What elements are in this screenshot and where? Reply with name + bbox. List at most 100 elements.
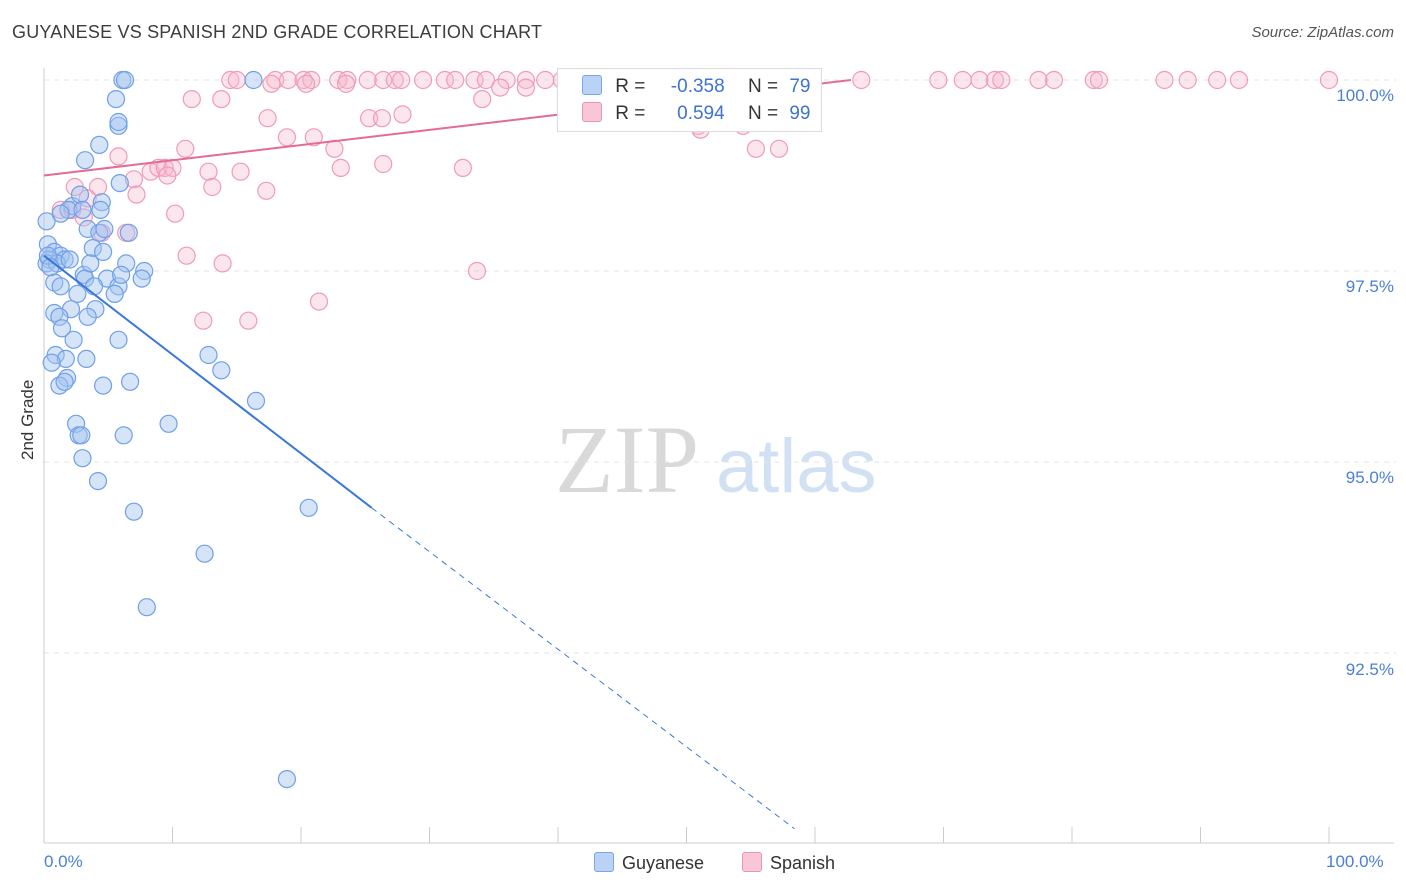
guyanese-point — [83, 239, 102, 258]
spanish-point — [309, 292, 329, 311]
guyanese-legend-swatch — [594, 852, 614, 872]
spanish-point — [1089, 70, 1109, 90]
spanish-point — [258, 109, 277, 128]
legend-item-guyanese[interactable]: Guyanese — [594, 852, 704, 874]
guyanese-point — [95, 219, 114, 239]
spanish-point — [953, 70, 972, 90]
guyanese-point — [111, 265, 131, 284]
guyanese-point — [91, 200, 110, 219]
spanish-point — [746, 139, 766, 158]
spanish-point — [182, 89, 201, 109]
guyanese-point — [277, 769, 296, 789]
guyanese-trend-line — [43, 254, 373, 509]
spanish-point — [372, 109, 392, 128]
guyanese-point — [119, 223, 138, 242]
guyanese-point — [81, 254, 100, 273]
spanish-point — [74, 208, 93, 227]
spanish-point — [239, 311, 258, 330]
spanish-point — [227, 70, 246, 90]
guyanese-point — [64, 330, 83, 349]
spanish-point — [231, 162, 250, 181]
y-tick-label-97-5: 97.5% — [1345, 277, 1394, 296]
spanish-point — [124, 170, 143, 189]
spanish-point — [516, 70, 536, 90]
spanish-point — [992, 70, 1011, 90]
guyanese-point — [72, 426, 91, 445]
guyanese-point — [109, 330, 128, 349]
guyanese-point — [110, 174, 129, 193]
spanish-point — [852, 70, 871, 90]
spanish-point — [212, 89, 231, 109]
correlation-legend: R = -0.358 N = 79 R = 0.594 N = 99 — [557, 68, 822, 132]
spanish-point — [467, 261, 487, 281]
guyanese-point — [90, 135, 109, 154]
y-tick-label-100: 100.0% — [1336, 86, 1394, 105]
y-tick-label-95: 95.0% — [1345, 468, 1394, 487]
guyanese-point — [117, 254, 136, 273]
axes — [43, 68, 1394, 844]
spanish-point — [331, 158, 350, 177]
guyanese-point — [199, 345, 218, 365]
spanish-point — [435, 70, 454, 90]
guyanese-point — [73, 449, 92, 468]
guyanese-point — [38, 246, 58, 265]
spanish-point — [1208, 70, 1227, 90]
spanish-r-label: R = — [615, 103, 646, 124]
guyanese-point — [106, 89, 126, 109]
spanish-point — [158, 166, 177, 185]
guyanese-n-value: 79 — [789, 76, 811, 97]
guyanese-point — [137, 598, 156, 617]
spanish-point — [203, 177, 222, 197]
spanish-point — [392, 70, 411, 90]
legend-item-spanish[interactable]: Spanish — [742, 852, 835, 874]
guyanese-point — [75, 151, 95, 170]
guyanese-point — [121, 372, 140, 391]
spanish-r-value: 0.594 — [677, 103, 725, 124]
guyanese-r-label: R = — [615, 76, 646, 97]
spanish-point — [769, 139, 789, 158]
spanish-legend-label: Spanish — [770, 853, 836, 873]
spanish-point — [109, 147, 128, 166]
legend-row-spanish: R = 0.594 N = 99 — [582, 102, 810, 128]
x-tick-label-0: 0.0% — [44, 852, 83, 871]
spanish-point — [985, 70, 1005, 90]
guyanese-legend-label: Guyanese — [622, 853, 705, 873]
spanish-point — [127, 185, 146, 204]
guyanese-point — [73, 200, 92, 219]
guyanese-point — [93, 376, 113, 395]
guyanese-point — [212, 361, 231, 380]
guyanese-point — [88, 472, 108, 491]
guyanese-swatch — [582, 75, 602, 95]
spanish-point — [1178, 70, 1197, 90]
spanish-point — [446, 70, 465, 90]
spanish-point — [929, 70, 948, 90]
y-tick-label-92-5: 92.5% — [1345, 660, 1394, 679]
spanish-point — [473, 89, 492, 109]
spanish-point — [414, 70, 433, 90]
spanish-point — [491, 78, 510, 97]
guyanese-point — [51, 204, 70, 223]
guyanese-point — [109, 116, 128, 135]
spanish-point — [1044, 70, 1064, 90]
guyanese-point — [52, 319, 72, 338]
spanish-point — [1319, 70, 1339, 90]
spanish-point — [1084, 70, 1103, 90]
spanish-point — [393, 105, 412, 124]
spanish-point — [194, 311, 213, 330]
spanish-point — [177, 246, 196, 265]
legend-row-guyanese: R = -0.358 N = 79 — [582, 75, 810, 101]
guyanese-point — [50, 307, 69, 326]
source-label: Source: ZipAtlas.com — [1251, 24, 1394, 41]
spanish-point — [516, 78, 536, 97]
guyanese-point — [66, 414, 86, 433]
guyanese-point — [56, 349, 75, 368]
guyanese-point — [78, 307, 97, 326]
spanish-point — [1029, 70, 1048, 90]
spanish-point — [497, 70, 516, 90]
guyanese-point — [114, 426, 133, 445]
guyanese-point — [93, 242, 113, 261]
watermark-zip: ZIP — [555, 406, 699, 513]
guyanese-point — [124, 502, 143, 521]
spanish-point — [199, 162, 218, 181]
spanish-n-value: 99 — [789, 103, 811, 124]
